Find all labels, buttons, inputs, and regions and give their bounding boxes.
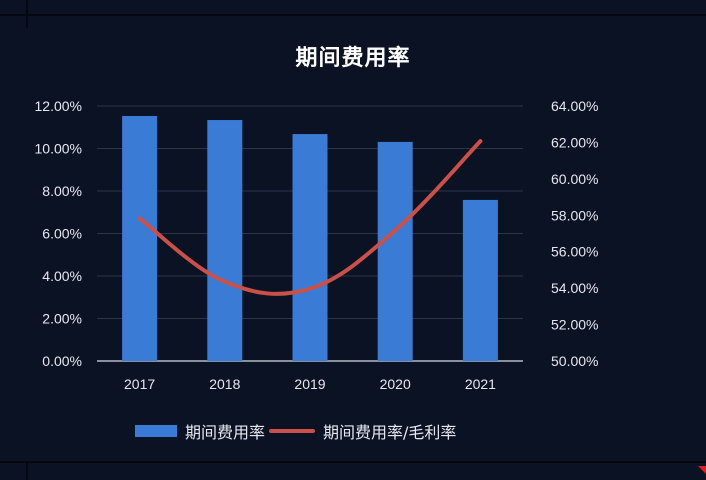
frame-top-border	[0, 14, 706, 16]
line-series-ratio	[137, 139, 483, 296]
left-axis-tick-label: 6.00%	[42, 226, 82, 242]
bar-2021	[462, 199, 498, 361]
right-axis-tick-label: 54.00%	[551, 280, 598, 296]
x-axis-tick-label: 2018	[209, 376, 240, 392]
right-axis-tick-label: 52.00%	[551, 317, 598, 333]
legend-line-swatch-icon	[269, 429, 316, 433]
right-axis-tick-label: 60.00%	[551, 171, 598, 187]
legend-line-label: 期间费用率/毛利率	[323, 423, 457, 442]
legend-bar-label: 期间费用率	[185, 423, 266, 442]
legend: 期间费用率 期间费用率/毛利率	[135, 419, 456, 443]
x-axis-tick-label: 2021	[465, 376, 496, 392]
bar-2019	[292, 134, 328, 361]
right-axis-tick-label: 50.00%	[551, 353, 598, 369]
frame-left-border-bottom	[26, 461, 28, 480]
x-axis-tick-label: 2017	[124, 376, 155, 392]
x-axis-tick-label: 2019	[294, 376, 325, 392]
right-axis-tick-label: 64.00%	[551, 98, 598, 114]
bar-2018	[207, 120, 243, 362]
bar-2017	[122, 115, 158, 361]
frame-left-border	[26, 0, 28, 28]
right-axis-tick-label: 58.00%	[551, 207, 598, 223]
left-axis-tick-label: 2.00%	[42, 311, 82, 327]
corner-marker-icon	[698, 466, 706, 474]
left-axis-tick-label: 0.00%	[42, 353, 82, 369]
x-axis-tick-label: 2020	[380, 376, 411, 392]
left-axis-tick-label: 10.00%	[35, 141, 82, 157]
right-axis-tick-label: 62.00%	[551, 134, 598, 150]
frame-bottom-border	[0, 461, 706, 463]
right-axis-tick-label: 56.00%	[551, 244, 598, 260]
left-axis-tick-label: 8.00%	[42, 183, 82, 199]
left-axis-tick-label: 12.00%	[35, 98, 82, 114]
legend-bar-swatch-icon	[135, 425, 177, 437]
chart-title: 期间费用率	[295, 46, 411, 71]
bar-2020	[377, 141, 413, 361]
left-axis-tick-label: 4.00%	[42, 268, 82, 284]
